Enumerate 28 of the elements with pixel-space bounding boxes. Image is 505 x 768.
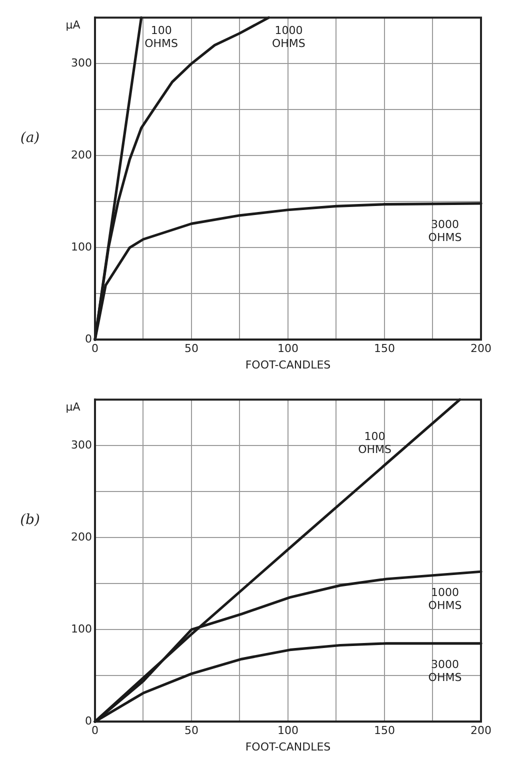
y-tick-label: 0 bbox=[84, 332, 92, 346]
text: (a) bbox=[20, 130, 40, 146]
x-tick-label: 50 bbox=[184, 724, 198, 738]
y-axis-title: μA bbox=[66, 18, 81, 32]
x-tick-label: 100 bbox=[278, 342, 298, 356]
x-tick-label: 200 bbox=[470, 342, 492, 356]
y-tick-label: 300 bbox=[70, 56, 92, 70]
series-label: 100 OHMS bbox=[358, 430, 392, 456]
x-tick-label: 150 bbox=[374, 342, 395, 356]
y-tick-label: 100 bbox=[70, 240, 92, 254]
series-label: 3000 OHMS bbox=[428, 658, 462, 684]
series-label: 3000 OHMS bbox=[428, 218, 462, 244]
x-axis-title: FOOT-CANDLES bbox=[245, 358, 331, 372]
text: (b) bbox=[20, 512, 40, 528]
series-label: 100 OHMS bbox=[144, 24, 178, 50]
y-tick-label: 300 bbox=[70, 438, 92, 452]
x-tick-label: 50 bbox=[184, 342, 198, 356]
y-axis-title: μA bbox=[66, 400, 81, 414]
x-tick-label: 200 bbox=[470, 724, 492, 738]
x-axis-title: FOOT-CANDLES bbox=[245, 740, 331, 754]
y-tick-label: 0 bbox=[84, 714, 92, 728]
y-tick-label: 200 bbox=[70, 530, 92, 544]
x-tick-label: 150 bbox=[374, 724, 395, 738]
series-label: 1000 OHMS bbox=[272, 24, 306, 50]
x-tick-label: 100 bbox=[278, 724, 298, 738]
y-tick-label: 100 bbox=[70, 622, 92, 636]
series-label: 1000 OHMS bbox=[428, 586, 462, 612]
y-tick-label: 200 bbox=[70, 148, 92, 162]
